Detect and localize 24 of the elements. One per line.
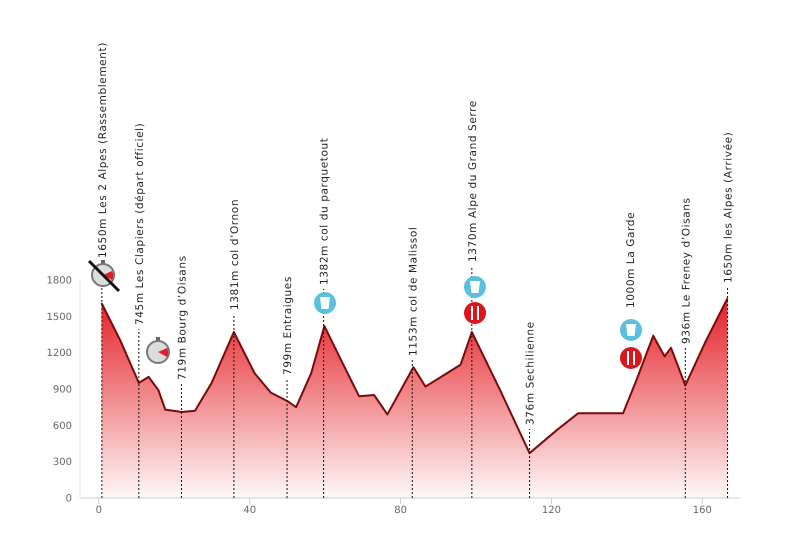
x-tick-label: 120 bbox=[542, 505, 561, 516]
x-tick-label: 0 bbox=[96, 505, 102, 516]
y-tick-label: 1200 bbox=[46, 348, 72, 360]
annotation: 1000m La Garde bbox=[625, 212, 637, 308]
ref-line-label: 1381m col d’Ornon bbox=[228, 198, 241, 310]
ref-line-label: 936m Le Freney d’Oisans bbox=[680, 197, 692, 344]
ref-line-label: 799m Entraigues bbox=[282, 276, 294, 375]
ref-line-label: 376m Sechilienne bbox=[524, 321, 537, 425]
x-tick-label: 160 bbox=[692, 505, 712, 516]
ref-line-label: 1382m col du parquetout bbox=[318, 137, 331, 285]
y-tick-label: 300 bbox=[52, 457, 72, 468]
y-tick-label: 900 bbox=[52, 384, 72, 396]
x-tick-label: 80 bbox=[394, 505, 407, 516]
y-tick-label: 0 bbox=[66, 494, 72, 505]
ref-line-label: 1650m Les 2 Alpes (Rassemblement) bbox=[96, 42, 109, 258]
y-tick-label: 600 bbox=[52, 420, 72, 432]
ref-line-label: 1370m Alpe du Grand Serre bbox=[466, 100, 479, 262]
ref-line-label: 1650m les Alpes (Arrivée) bbox=[722, 132, 735, 283]
ref-line-label: 719m Bourg d’Oisans bbox=[176, 255, 188, 380]
y-tick-label: 1500 bbox=[46, 312, 72, 323]
ref-line-label: 745m Les Clapiers (départ officiel) bbox=[134, 122, 146, 325]
x-tick-label: 40 bbox=[243, 505, 256, 516]
ref-line-label: 1153m col de Malissol bbox=[407, 226, 420, 356]
y-tick-label: 1800 bbox=[46, 276, 72, 287]
